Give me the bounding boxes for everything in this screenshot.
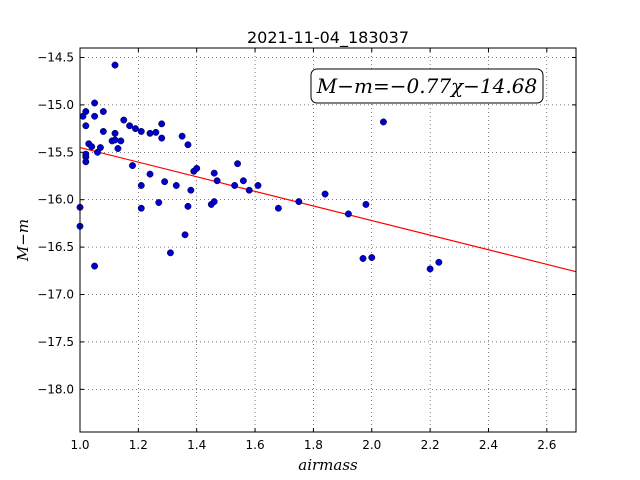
- data-point: [254, 182, 262, 189]
- x-tick-label: 2.6: [537, 438, 556, 452]
- fit-line-group: [79, 146, 577, 273]
- data-point: [234, 160, 242, 168]
- data-point: [120, 116, 128, 124]
- y-tick-label: −16.5: [37, 240, 74, 254]
- data-point: [137, 204, 145, 212]
- data-point: [82, 108, 90, 115]
- data-point: [111, 136, 119, 144]
- data-point: [274, 204, 282, 212]
- y-tick-labels: −14.5 −15.0 −15.5 −16.0 −16.5 −17.0 −17.5 −18.0: [37, 50, 74, 396]
- y-tick-label: −15.5: [37, 145, 74, 159]
- data-point: [172, 182, 180, 189]
- data-point: [321, 190, 329, 198]
- data-point: [368, 254, 376, 261]
- data-point: [166, 249, 174, 257]
- data-point: [82, 122, 90, 130]
- data-point: [146, 129, 154, 137]
- fit-annotation-text: M−m=−0.77χ−14.68: [316, 74, 537, 98]
- x-tick-labels: 1.0 1.2 1.4 1.6 1.8 2.0 2.2 2.4 2.6: [70, 438, 556, 452]
- data-point: [239, 177, 247, 185]
- chart-title: 2021-11-04_183037: [247, 28, 409, 48]
- x-tick-label: 1.8: [304, 438, 323, 452]
- data-point: [111, 129, 119, 137]
- data-point: [88, 143, 96, 151]
- data-point: [91, 99, 99, 107]
- data-point: [126, 122, 134, 130]
- x-tick-label: 1.0: [70, 438, 89, 452]
- data-point: [295, 198, 303, 206]
- y-tick-label: −17.5: [37, 335, 74, 349]
- x-tick-label: 1.6: [246, 438, 265, 452]
- data-point: [99, 127, 107, 135]
- data-point: [210, 198, 218, 206]
- data-point: [231, 182, 239, 189]
- plot-frame: [79, 47, 577, 433]
- x-tick-label: 2.4: [479, 438, 498, 452]
- data-point: [193, 164, 201, 172]
- data-point: [117, 137, 125, 145]
- data-point: [96, 144, 104, 152]
- plot-background: [80, 48, 576, 432]
- data-point: [152, 128, 160, 136]
- y-tick-label: −14.5: [37, 50, 74, 64]
- data-point: [359, 255, 367, 262]
- data-point: [137, 127, 145, 135]
- data-point: [158, 134, 166, 142]
- data-point: [111, 61, 119, 69]
- data-point: [379, 118, 387, 126]
- y-tick-label: −18.0: [37, 382, 74, 396]
- data-point: [161, 178, 169, 186]
- y-axis-label: M−m: [14, 219, 32, 262]
- data-point: [181, 231, 189, 239]
- data-point: [129, 162, 136, 170]
- x-tick-label: 2.2: [421, 438, 440, 452]
- data-point: [114, 145, 122, 152]
- data-point: [137, 182, 145, 189]
- axis-ticks: [79, 48, 576, 432]
- data-points: [76, 61, 443, 273]
- data-point: [213, 177, 221, 185]
- x-tick-label: 1.4: [187, 438, 206, 452]
- data-point: [245, 186, 253, 194]
- y-tick-label: −15.0: [37, 98, 74, 112]
- data-point: [184, 141, 192, 149]
- data-point: [435, 258, 443, 266]
- data-point: [91, 262, 99, 270]
- x-tick-label: 2.0: [362, 438, 381, 452]
- data-point: [158, 120, 166, 128]
- data-point: [131, 125, 139, 133]
- data-point: [362, 200, 370, 208]
- data-point: [99, 108, 107, 115]
- y-tick-label: −16.0: [37, 193, 74, 207]
- data-point: [210, 169, 218, 177]
- data-point: [184, 202, 192, 210]
- grid-lines: [79, 48, 576, 432]
- data-point: [146, 170, 154, 178]
- data-point: [155, 199, 163, 206]
- data-point: [91, 112, 99, 120]
- fit-line: [79, 146, 577, 273]
- x-axis-label: airmass: [298, 456, 358, 474]
- data-point: [178, 132, 186, 140]
- data-point: [187, 186, 195, 194]
- data-point: [82, 158, 90, 166]
- y-tick-label: −17.0: [37, 288, 74, 302]
- data-point: [426, 265, 434, 273]
- fit-annotation-box: M−m=−0.77χ−14.68: [310, 68, 544, 104]
- data-point: [344, 210, 352, 218]
- x-tick-label: 1.2: [129, 438, 148, 452]
